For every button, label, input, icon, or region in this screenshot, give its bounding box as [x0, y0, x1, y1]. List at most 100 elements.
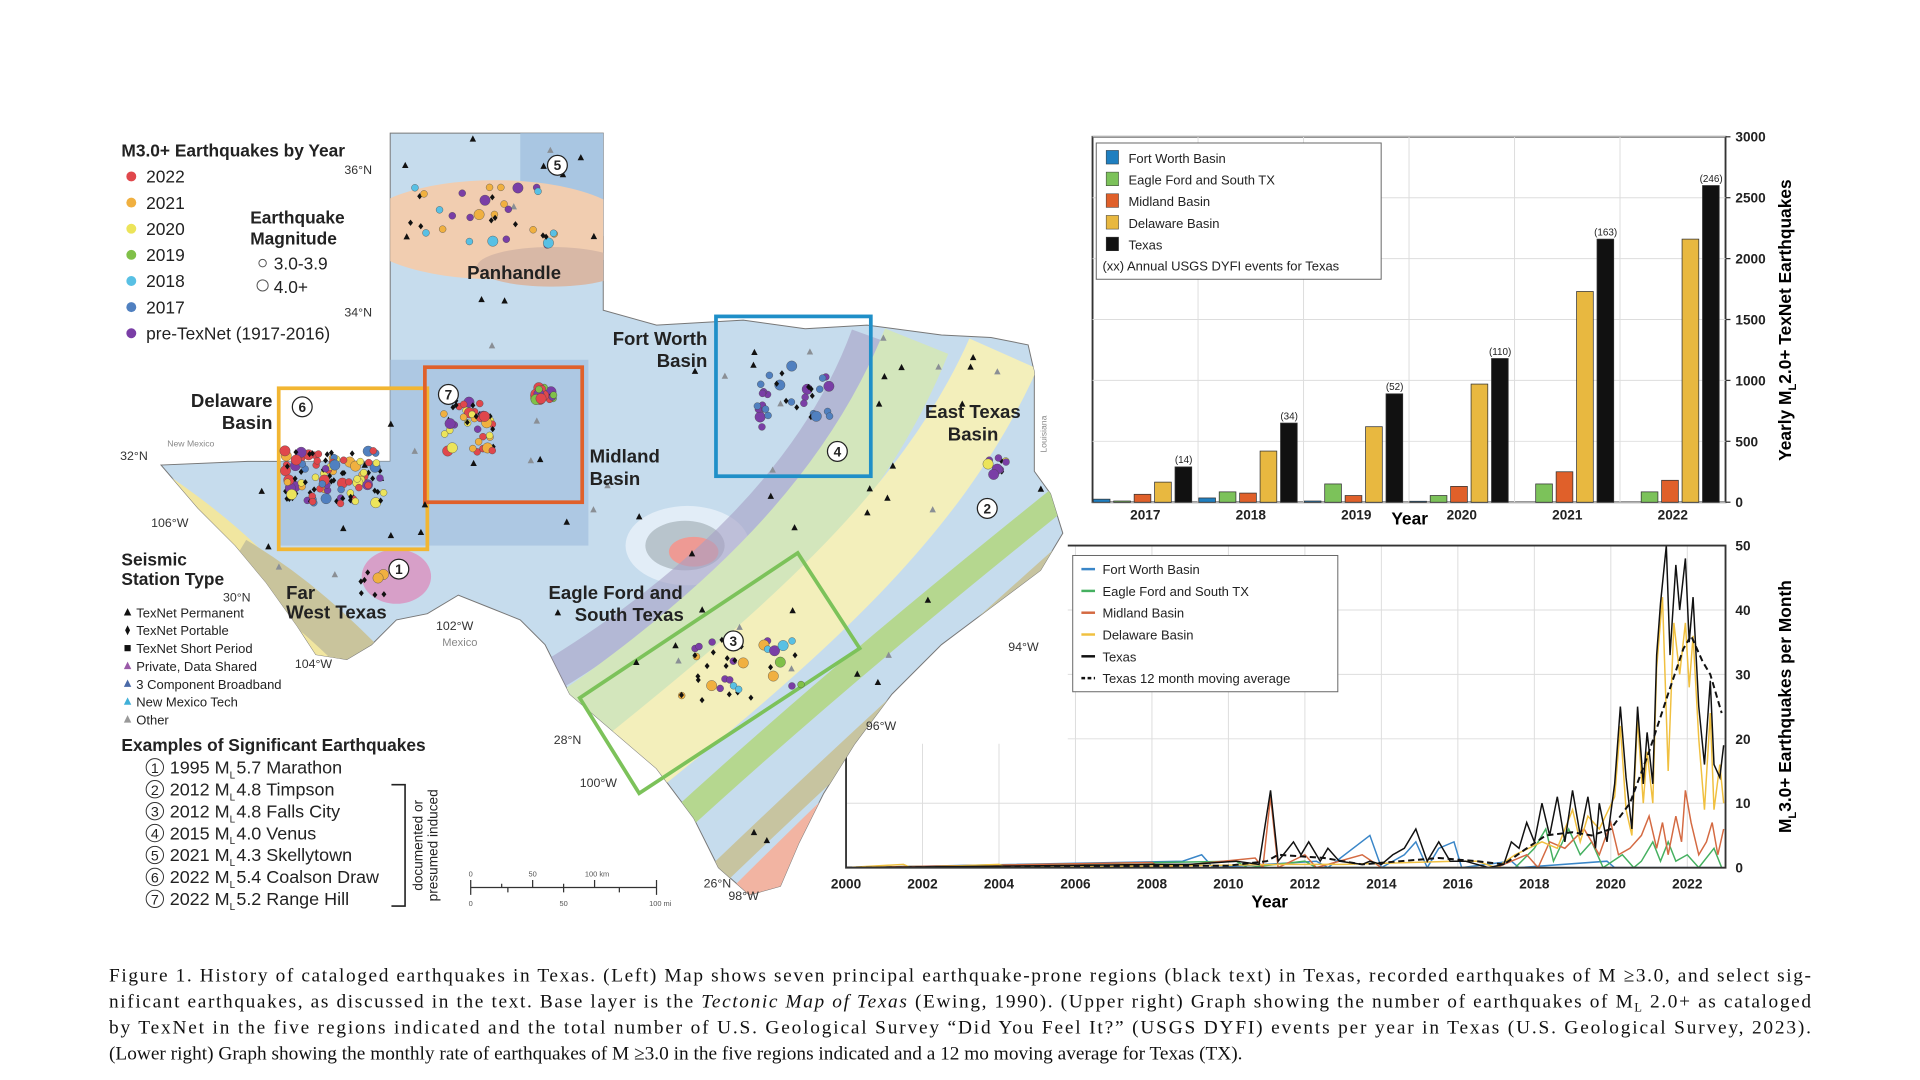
portable-station-icon: [809, 392, 815, 399]
significant-part: M: [215, 779, 230, 799]
earthquake-dot: [708, 638, 716, 646]
earthquake-dot: [438, 225, 447, 233]
x-tick-label: 2016: [1443, 877, 1474, 892]
x-tick-label: 2017: [1130, 508, 1160, 523]
earthquake-dot: [1002, 458, 1010, 466]
earthquake-dot: [774, 656, 786, 668]
significant-earthquake-item: 1995 ML5.7 Marathon: [170, 757, 342, 781]
station-triangle-icon: [547, 146, 554, 153]
bar-midland-basin: [1450, 486, 1468, 503]
portable-station-icon: [372, 591, 378, 598]
caption-line-2: nificant earthquakes, as discussed in th…: [109, 992, 1811, 1015]
earthquake-dot: [360, 469, 368, 477]
portable-station-icon: [453, 402, 459, 409]
significant-earthquakes-legend: Examples of Significant Earthquakes 1 199…: [121, 735, 440, 913]
y-tick-label: 0: [1735, 861, 1743, 876]
earthquake-dot: [734, 685, 743, 694]
caption-line-4: (Lower right) Graph showing the monthly …: [109, 1044, 1243, 1065]
lat-34-label: 34°N: [344, 305, 372, 319]
scale-mi-100: 100 mi: [649, 899, 672, 908]
region-label-panhandle: Panhandle: [467, 262, 561, 283]
portable-station-icon: [794, 404, 800, 411]
earthquake-dot: [988, 469, 1000, 480]
significant-number: 1: [151, 761, 159, 777]
portable-station-icon: [372, 487, 378, 494]
earthquake-dot: [458, 189, 466, 197]
portable-station-icon: [370, 475, 376, 482]
significant-part: Range Hill: [266, 889, 349, 909]
earthquake-dot: [290, 454, 302, 466]
station-triangle-icon: [789, 607, 796, 614]
year-color-dot-icon: [126, 328, 137, 339]
event-marker-number: 7: [445, 387, 453, 402]
significant-earthquake-item: 2012 ML4.8 Falls City: [170, 801, 340, 825]
earthquake-dot: [982, 458, 994, 470]
x-tick-label: 2021: [1552, 508, 1583, 523]
portable-station-icon: [365, 569, 371, 576]
earthquake-dot: [376, 474, 384, 482]
significant-part: 4.3: [236, 845, 261, 865]
region-label-midland: Midland Basin: [590, 446, 660, 489]
event-marker-circle: [826, 440, 848, 462]
eagle-ford-box: [577, 550, 863, 796]
earthquake-dot: [487, 235, 499, 247]
legend-label: Eagle Ford and South TX: [1102, 584, 1249, 599]
significant-event-markers: 1 2 3 4 5 6 7: [291, 154, 998, 652]
number-circle-icon: [145, 889, 165, 909]
bar-fort-worth-basin: [1092, 498, 1111, 503]
bar-midland-basin: [1239, 492, 1257, 503]
portable-station-icon: [512, 221, 518, 228]
year-color-dot-icon: [126, 302, 137, 313]
station-markers: [258, 135, 1045, 844]
earthquake-dot: [440, 430, 449, 438]
portable-station-icon: [732, 657, 738, 664]
yearly-earthquake-bar-chart: (14) (34) (52) (110) (163) (246) 0 500 1000 1500…: [1091, 130, 1799, 529]
bar-midland-basin: [1133, 493, 1152, 503]
scale-km-50: 50: [529, 869, 537, 878]
portable-station-icon: [704, 662, 710, 670]
year-legend-label: 2022: [146, 167, 185, 187]
number-circle-icon: [145, 823, 165, 843]
station-triangle-icon: [590, 506, 597, 513]
number-circle-icon: [145, 758, 165, 777]
significant-number: 3: [151, 805, 159, 821]
portable-station-icon: [358, 590, 364, 597]
station-triangle-icon: [898, 363, 905, 371]
portable-station-icon: [292, 475, 298, 482]
significant-earthquake-item: 2012 ML4.8 Timpson: [170, 779, 335, 803]
earthquake-dot: [500, 200, 508, 208]
significant-part: L: [230, 792, 236, 803]
station-triangle-icon: [967, 363, 974, 370]
earthquake-dot: [816, 385, 824, 393]
earthquake-dot: [769, 645, 780, 657]
station-triangle-icon: [361, 461, 368, 468]
station-triangle-icon: [751, 348, 758, 356]
bar-texas: [1280, 422, 1298, 503]
portable-station-icon: [302, 479, 308, 486]
station-triangle-icon: [258, 487, 265, 494]
diamond-icon: [125, 625, 131, 636]
earthquake-dot: [758, 423, 766, 431]
y-tick-label: 3000: [1735, 130, 1766, 145]
station-triangle-icon: [536, 455, 544, 463]
triangle-icon: [123, 697, 132, 705]
station-triangle-icon: [403, 233, 410, 240]
portable-station-icon: [378, 497, 384, 504]
year-color-dot-icon: [126, 249, 137, 260]
event-marker-number: 1: [395, 562, 403, 577]
earthquake-dot: [353, 475, 361, 483]
significant-part: M: [215, 823, 230, 843]
portable-station-icon: [418, 223, 424, 230]
earthquake-dot: [474, 425, 482, 433]
event-marker-number: 3: [730, 634, 738, 649]
significant-part: L: [230, 880, 236, 891]
line-chart-y-label: ML3.0+ Earthquakes per Month: [1775, 580, 1799, 833]
year-color-dot-icon: [126, 197, 137, 208]
year-color-dot-icon: [126, 276, 137, 286]
significant-number: 2: [151, 783, 159, 799]
station-triangle-icon: [554, 609, 562, 616]
lon-106-label: 106°W: [151, 516, 189, 530]
significant-part: Venus: [266, 823, 316, 843]
earthquake-dot: [818, 374, 827, 382]
